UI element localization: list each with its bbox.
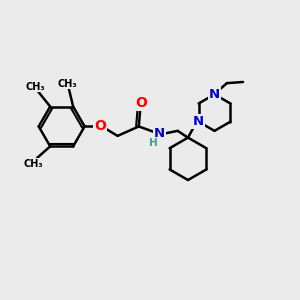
Text: CH₃: CH₃ <box>24 159 43 169</box>
Text: N: N <box>193 115 204 128</box>
Text: H: H <box>148 138 157 148</box>
Text: O: O <box>94 119 106 134</box>
Text: N: N <box>154 127 165 140</box>
Text: CH₃: CH₃ <box>57 79 77 88</box>
Text: N: N <box>209 88 220 101</box>
Text: CH₃: CH₃ <box>25 82 45 92</box>
Text: O: O <box>136 96 147 110</box>
